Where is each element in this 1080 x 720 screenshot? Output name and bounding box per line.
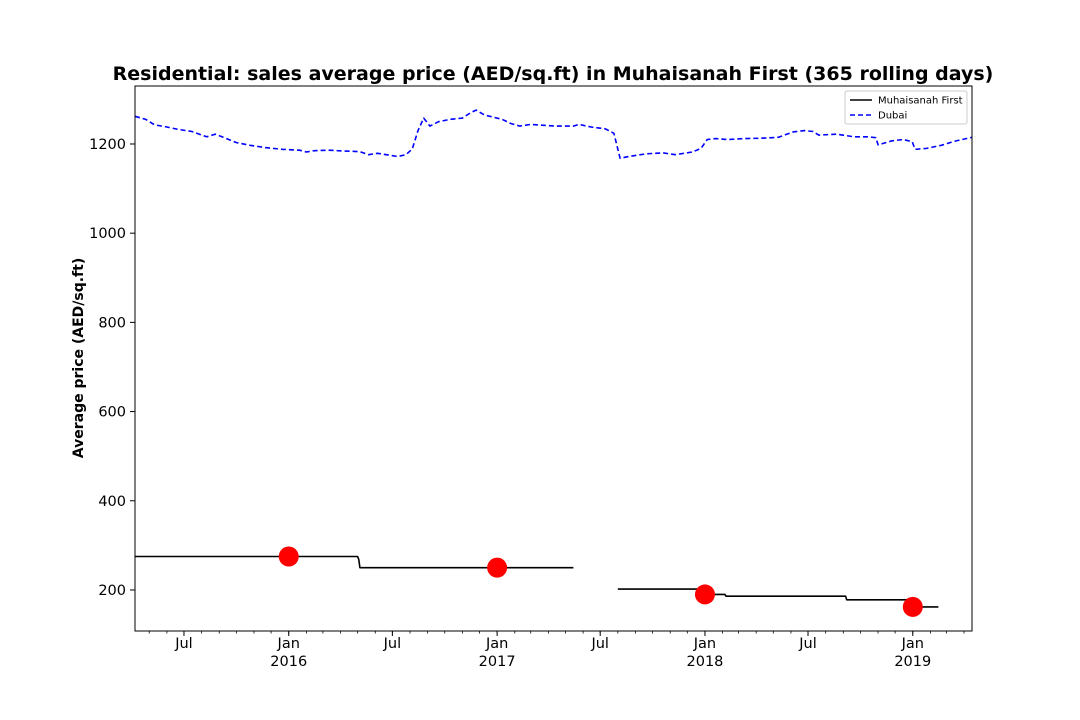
series-line-muhaisanah-first-1 [135, 555, 574, 569]
annual-marker-2018 [694, 584, 715, 605]
annual-marker-2019 [902, 596, 923, 617]
x-tick-label-2016-07-01: Jul [383, 636, 402, 652]
annual-marker-2017 [487, 557, 508, 578]
legend-label-muhaisanah-first: Muhaisanah First [878, 96, 963, 107]
legend-label-dubai: Dubai [878, 111, 907, 122]
legend-box [844, 90, 968, 125]
series-line-muhaisanah-first-2 [617, 588, 939, 608]
x-tick-label-2016-01-01: Jan [277, 636, 300, 652]
y-tick-label-800: 800 [98, 315, 126, 331]
x-tick-label-2018-01-01: Jan [693, 636, 716, 652]
annual-marker-2016 [278, 546, 299, 567]
y-tick-label-1200: 1200 [89, 137, 126, 153]
x-tick-label-2018-07-01: Jul [798, 636, 817, 652]
legend: Muhaisanah First Dubai [844, 90, 968, 125]
y-tick-label-600: 600 [98, 405, 126, 421]
x-tick-label-2017-01-01: Jan [485, 636, 508, 652]
chart-title: Residential: sales average price (AED/sq… [113, 63, 994, 85]
x-tick-year-2019-01-01: 2019 [894, 654, 931, 670]
y-tick-label-200: 200 [98, 583, 126, 599]
plot-markers [278, 546, 923, 617]
plot-frame [134, 85, 973, 632]
x-tick-label-2015-07-01: Jul [174, 636, 193, 652]
y-tick-label-400: 400 [98, 494, 126, 510]
x-tick-label-2019-01-01: Jan [901, 636, 924, 652]
x-tick-year-2016-01-01: 2016 [270, 654, 307, 670]
plot-series [134, 109, 973, 608]
y-axis-label: Average price (AED/sq.ft) [71, 258, 87, 458]
x-tick-label-2017-07-01: Jul [590, 636, 609, 652]
y-tick-label-1000: 1000 [89, 226, 126, 242]
x-tick-year-2018-01-01: 2018 [687, 654, 724, 670]
plot-axes: 200 400 600 800 1000 1200 Jul Jan 2016 Jul Jan 2017… [89, 85, 973, 670]
x-tick-year-2017-01-01: 2017 [479, 654, 516, 670]
